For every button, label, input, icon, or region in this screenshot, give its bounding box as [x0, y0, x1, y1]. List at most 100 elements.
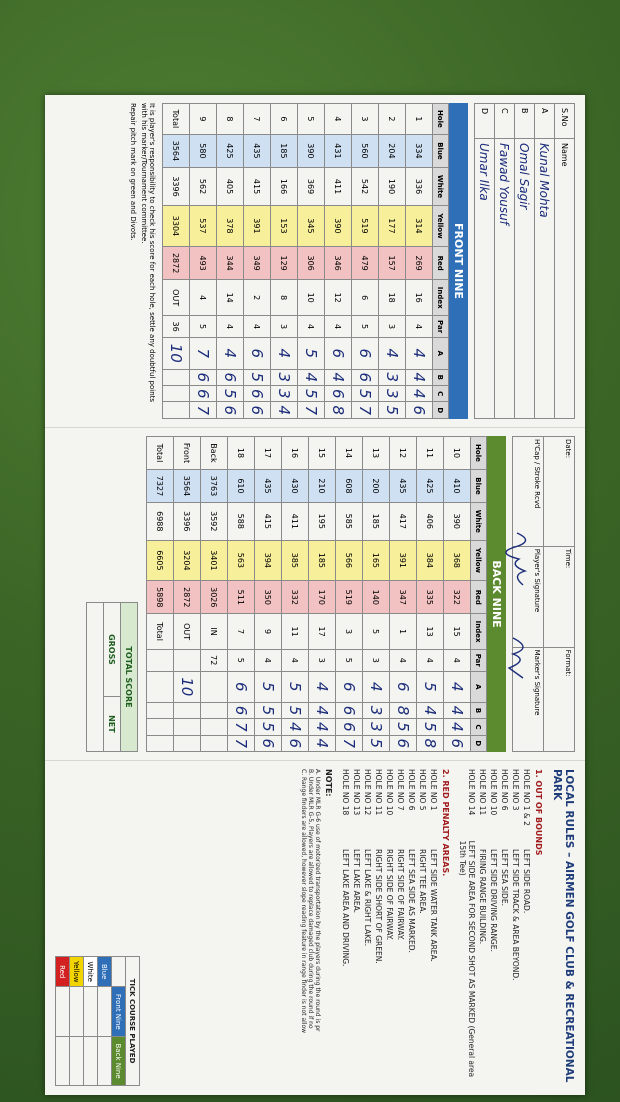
cell: 585	[335, 502, 363, 541]
cell: 4	[297, 315, 325, 338]
cell: Back	[200, 436, 228, 470]
cell: 335	[416, 580, 444, 614]
cell: 4	[405, 385, 433, 402]
cell: 3396	[162, 167, 190, 206]
rule-hole: HOLE NO 11	[478, 769, 487, 816]
cell: 3	[308, 649, 336, 672]
tick-box	[69, 986, 84, 1037]
cell: 4	[281, 649, 309, 672]
rule-item: HOLE NO 6 LEFT SEA SIDE AS MARKED.	[407, 769, 416, 1086]
rule-item: HOLE NO 12 LEFT LAKE & RIGHT LAKE.	[363, 769, 372, 1086]
cell: 12	[389, 436, 417, 470]
player-slot: D	[474, 103, 495, 139]
cell: IN	[200, 613, 228, 650]
hole-row: Back 3763 3592 3401 3026 IN 72	[200, 436, 228, 752]
cell: 5	[189, 315, 217, 338]
tick-box	[69, 1036, 84, 1086]
cell: 3	[362, 702, 390, 719]
cell: 519	[335, 580, 363, 614]
cell: 5	[378, 401, 406, 419]
tick-options: Front Nine Back Nine	[111, 956, 126, 1086]
column-header: Blue	[470, 469, 487, 503]
cell: 4	[308, 718, 336, 736]
cell: 349	[243, 246, 271, 280]
rule-hole: HOLE NO 10	[385, 769, 394, 816]
tee-row: Blue	[97, 956, 112, 1086]
tee-row: White	[83, 956, 98, 1086]
cell	[146, 735, 174, 752]
cell: 350	[254, 580, 282, 614]
column-header: White	[432, 167, 449, 206]
cell: 2	[378, 103, 406, 135]
cell: 11	[281, 613, 309, 650]
cell: 210	[308, 469, 336, 503]
player-row: D Umar Ilka	[474, 103, 495, 419]
player-slot: B	[514, 103, 535, 139]
cell: 390	[443, 502, 471, 541]
cell: 3	[362, 649, 390, 672]
note: Repair pitch mark on green and Divots.	[129, 103, 137, 241]
cell: 185	[308, 540, 336, 581]
notes: It is player's responsibility to check h…	[129, 103, 156, 419]
tee-label: White	[83, 956, 98, 987]
cell: 7	[227, 613, 255, 650]
cell: 588	[227, 502, 255, 541]
total-blank	[86, 602, 104, 752]
cell: 519	[351, 205, 379, 247]
cell: 4	[308, 735, 336, 752]
cell: 190	[378, 167, 406, 206]
cell: 10	[162, 337, 190, 370]
cell	[200, 702, 228, 719]
total-labels: GROSS NET	[103, 602, 121, 752]
rule-note: C. Range finders are allowed, however sl…	[300, 769, 307, 1034]
hole-row: Front 3564 3396 3204 2872 OUT 10	[173, 436, 201, 752]
cell: 165	[362, 540, 390, 581]
column-header: Index	[432, 279, 449, 316]
cell: 5	[416, 718, 444, 736]
rule-text: RIGHT SIDE OF FAIRWAY.	[396, 849, 405, 941]
cell: 6	[351, 279, 379, 316]
cell: 4	[243, 315, 271, 338]
scorecard: S.No Name A Kunal Mohta B Omal Sagir C Fawad Yo…	[45, 95, 585, 1095]
player-name: Omal Sagir	[514, 138, 535, 419]
column-header: Hole	[432, 103, 449, 135]
cell: 369	[297, 167, 325, 206]
column-header: C	[470, 718, 487, 736]
column-header: D	[432, 401, 449, 419]
cell: 346	[324, 246, 352, 280]
cell: 13	[362, 436, 390, 470]
cell: 8	[270, 279, 298, 316]
cell: 479	[351, 246, 379, 280]
cell: 406	[416, 502, 444, 541]
header-row: Hole Blue White Yellow Red Index Par A B C D	[432, 103, 449, 419]
spacer	[468, 103, 474, 419]
cell: 3	[362, 718, 390, 736]
cell: 5	[389, 718, 417, 736]
cell: 378	[216, 205, 244, 247]
cell: 7	[227, 735, 255, 752]
hole-row: 7 435 415 391 349 2 4 6 5 6 6	[243, 103, 271, 419]
cell: 5	[297, 385, 325, 402]
hole-row: Total 3564 3396 3304 2872 OUT 36 10	[162, 103, 190, 419]
column-header: Red	[432, 246, 449, 280]
rules-panel: LOCAL RULES – AIRMEN GOLF CLUB & RECREAT…	[45, 761, 585, 1094]
hole-row: 13 200 185 165 140 5 3 4 3 3 5	[362, 436, 390, 752]
cell: 425	[416, 469, 444, 503]
cell: 384	[416, 540, 444, 581]
cell: 6	[216, 401, 244, 419]
cell: 3564	[173, 469, 201, 503]
section-title: FRONT NINE	[449, 103, 468, 419]
cell: 6	[243, 385, 271, 402]
rule-item: HOLE NO 11 RIGHT SIDE SHORT OF GREEN.	[374, 769, 383, 1086]
cell: Total	[146, 613, 174, 650]
rule-item: HOLE NO 14 LEFT SIDE AREA FOR SECOND SHOT…	[458, 769, 476, 1086]
tick-option: Front Nine	[111, 986, 126, 1037]
cell: 9	[254, 613, 282, 650]
rule-text: FIRING RANGE BUILDING.	[478, 849, 487, 945]
cell: 566	[335, 540, 363, 581]
cell: 7	[335, 735, 363, 752]
cell: 4	[405, 369, 433, 386]
tee-label: Yellow	[69, 956, 84, 987]
cell: 7327	[146, 469, 174, 503]
rule-item: HOLE NO 1 & 2 LEFT SIDE ROAD.	[522, 769, 531, 1086]
